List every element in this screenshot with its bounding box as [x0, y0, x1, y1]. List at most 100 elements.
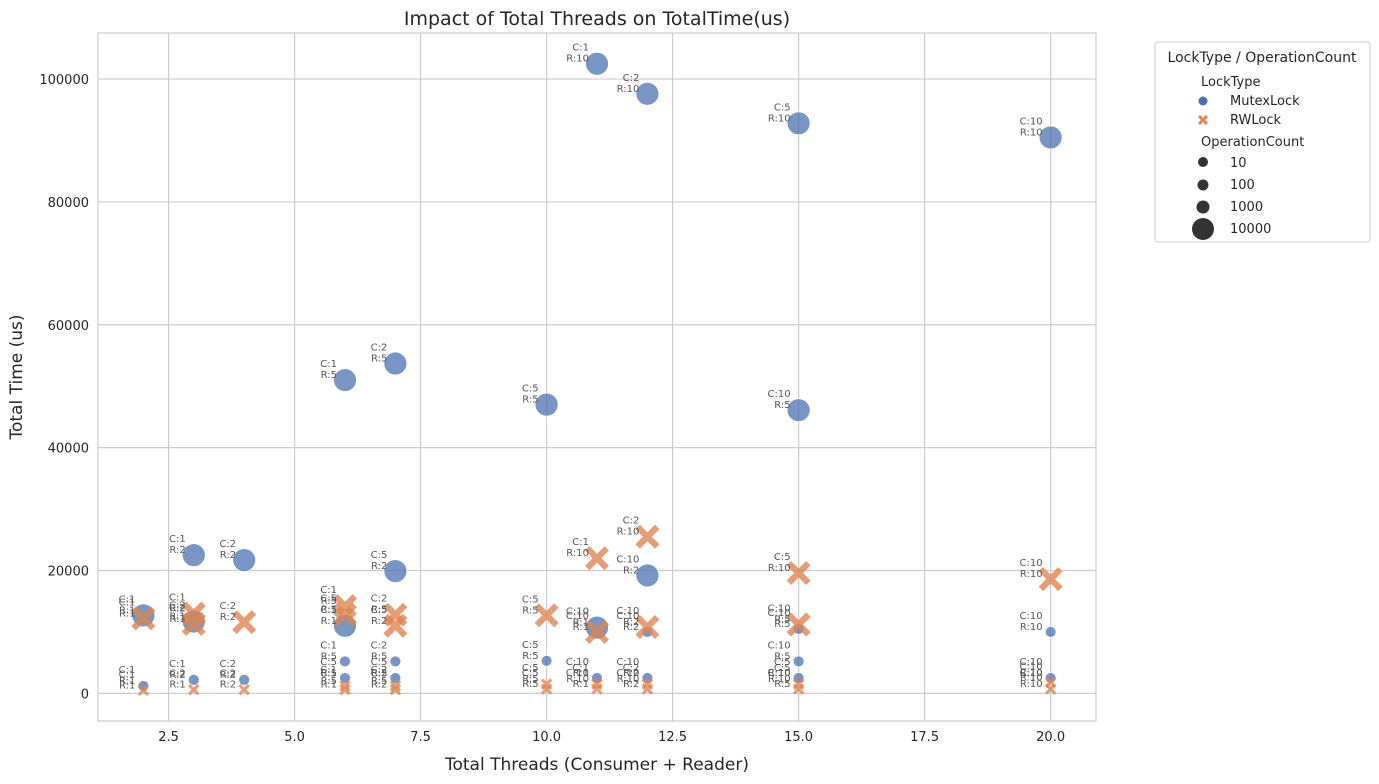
- mutexlock-point-label: C:5 R:2: [371, 657, 388, 679]
- y-tick-label: 60000: [48, 319, 89, 334]
- y-tick-label: 0: [81, 687, 89, 702]
- mutexlock-point: [389, 655, 402, 668]
- legend-mutexlock-marker: [1198, 96, 1208, 106]
- legend-size-10000-label: 10000: [1230, 222, 1271, 237]
- mutexlock-point-label: C:5 R:10: [768, 657, 791, 679]
- rwlock-point-label: C:2 R:10: [617, 516, 640, 538]
- mutexlock-point: [585, 51, 609, 76]
- y-tick-label: 40000: [48, 442, 89, 457]
- rwlock-point: [786, 612, 811, 637]
- mutexlock-point: [232, 548, 257, 572]
- rwlock-point: [339, 683, 351, 696]
- mutexlock-point: [389, 672, 402, 684]
- mutexlock-point: [635, 81, 660, 106]
- mutexlock-point: [786, 398, 811, 423]
- rwlock-point: [591, 683, 603, 695]
- rwlock-point-label: C:10 R:10: [1020, 668, 1043, 690]
- rwlock-point-label: C:2 R:1: [169, 603, 186, 625]
- mutexlock-point: [333, 368, 357, 392]
- mutexlock-point-label: C:5 R:2: [371, 550, 388, 572]
- rwlock-point: [188, 683, 200, 696]
- mutexlock-point-label: C:1 R:5: [320, 640, 337, 662]
- mutexlock-point: [339, 655, 351, 668]
- mutexlock-point-label: C:10 R:10: [1020, 611, 1043, 633]
- y-tick-label: 80000: [48, 196, 89, 211]
- rwlock-point-label: C:10 R:2: [616, 606, 639, 628]
- rwlock-point-label: C:1 R:10: [566, 663, 589, 685]
- rwlock-point-label: C:5 R:5: [522, 663, 539, 685]
- mutexlock-point-label: C:10 R:2: [616, 611, 639, 633]
- mutexlock-point: [339, 672, 351, 684]
- y-axis-label: Total Time (us): [7, 314, 27, 440]
- mutexlock-point: [383, 559, 408, 584]
- mutexlock-point: [786, 111, 811, 136]
- y-tick-label: 20000: [48, 565, 89, 580]
- rwlock-point-label: C:5 R:10: [768, 552, 791, 574]
- mutexlock-point-label: C:5 R:1: [320, 657, 337, 679]
- x-tick-label: 2.5: [158, 730, 179, 745]
- legend-box: [1154, 41, 1371, 243]
- rwlock-point-label: C:1 R:5: [320, 585, 337, 607]
- mutexlock-point-label: C:10 R:5: [768, 389, 791, 411]
- x-tick-label: 12.5: [658, 730, 687, 745]
- mutexlock-point-label: C:1 R:1: [119, 594, 136, 616]
- legend-size-10-marker: [1198, 157, 1208, 167]
- legend-size-10-label: 10: [1230, 156, 1247, 171]
- mutexlock-point: [540, 654, 553, 667]
- legend-hue-title: LockType: [1201, 75, 1261, 90]
- rwlock-point-label: C:1 R:10: [566, 537, 589, 559]
- rwlock-point: [339, 680, 351, 692]
- legend-rwlock-marker: [1197, 114, 1209, 126]
- rwlock-point: [584, 546, 610, 571]
- rwlock-point: [1044, 683, 1057, 695]
- y-tick-label: 100000: [39, 73, 89, 88]
- rwlock-point-label: C:10 R:10: [1020, 661, 1043, 683]
- x-tick-label: 15.0: [784, 730, 813, 745]
- legend-size-1000-label: 1000: [1230, 200, 1263, 215]
- mutexlock-point: [635, 563, 660, 588]
- rwlock-point-label: C:2 R:5: [371, 594, 388, 616]
- mutexlock-point-label: C:5 R:1: [320, 605, 337, 627]
- mutexlock-point: [792, 655, 805, 668]
- rwlock-point: [131, 606, 156, 631]
- rwlock-point-label: C:5 R:2: [371, 605, 388, 627]
- rwlock-point: [181, 611, 206, 636]
- rwlock-point: [232, 610, 257, 635]
- legend-size-100-marker: [1197, 179, 1209, 191]
- rwlock-point-label: C:1 R:2: [169, 593, 186, 615]
- rwlock-point: [635, 615, 660, 640]
- rwlock-point-label: C:5 R:10: [768, 663, 791, 685]
- legend-size-10000-marker: [1192, 218, 1214, 240]
- mutexlock-point-label: C:2 R:10: [617, 73, 640, 95]
- x-axis-ticks: 2.5 5.0 7.5 10.0 12.5 15.0 17.5 20.0: [158, 730, 1065, 745]
- rwlock-point: [238, 683, 250, 696]
- rwlock-point: [137, 684, 150, 697]
- rwlock-point: [641, 683, 654, 695]
- plot-area-frame: [97, 32, 1097, 722]
- rwlock-point: [332, 602, 357, 627]
- mutexlock-point-label: C:5 R:10: [768, 102, 791, 124]
- legend-size-100-label: 100: [1230, 178, 1255, 193]
- mutexlock-point-label: C:2 R:2: [219, 539, 236, 561]
- legend-rwlock-label: RWLock: [1230, 113, 1281, 128]
- mutexlock-point-label: C:5 R:5: [522, 384, 539, 406]
- rwlock-point-label: C:2 R:2: [219, 669, 236, 691]
- mutexlock-point: [1044, 626, 1057, 638]
- mutexlock-point-label: C:1 R:2: [169, 659, 186, 681]
- mutexlock-point-label: C:10 R:10: [1020, 657, 1043, 679]
- x-axis-label: Total Threads (Consumer + Reader): [444, 755, 749, 775]
- mutexlock-point-label: C:10 R:1: [566, 607, 589, 629]
- x-tick-label: 17.5: [910, 730, 939, 745]
- rwlock-point-label: C:10 R:2: [616, 668, 639, 690]
- legend-size-title: OperationCount: [1201, 135, 1304, 150]
- rwlock-point-label: C:1 R:1: [119, 597, 136, 619]
- rwlock-point-label: C:5 R:1: [320, 669, 337, 691]
- rwlock-point-label: C:2 R:5: [371, 665, 388, 687]
- legend-size-1000-marker: [1196, 200, 1210, 214]
- x-tick-label: 10.0: [532, 730, 561, 745]
- rwlock-point-label: C:1 R:5: [320, 665, 337, 687]
- rwlock-point-label: C:10 R:10: [1020, 558, 1043, 580]
- rwlock-point: [584, 619, 610, 644]
- rwlock-point-label: C:2 R:10: [617, 663, 640, 685]
